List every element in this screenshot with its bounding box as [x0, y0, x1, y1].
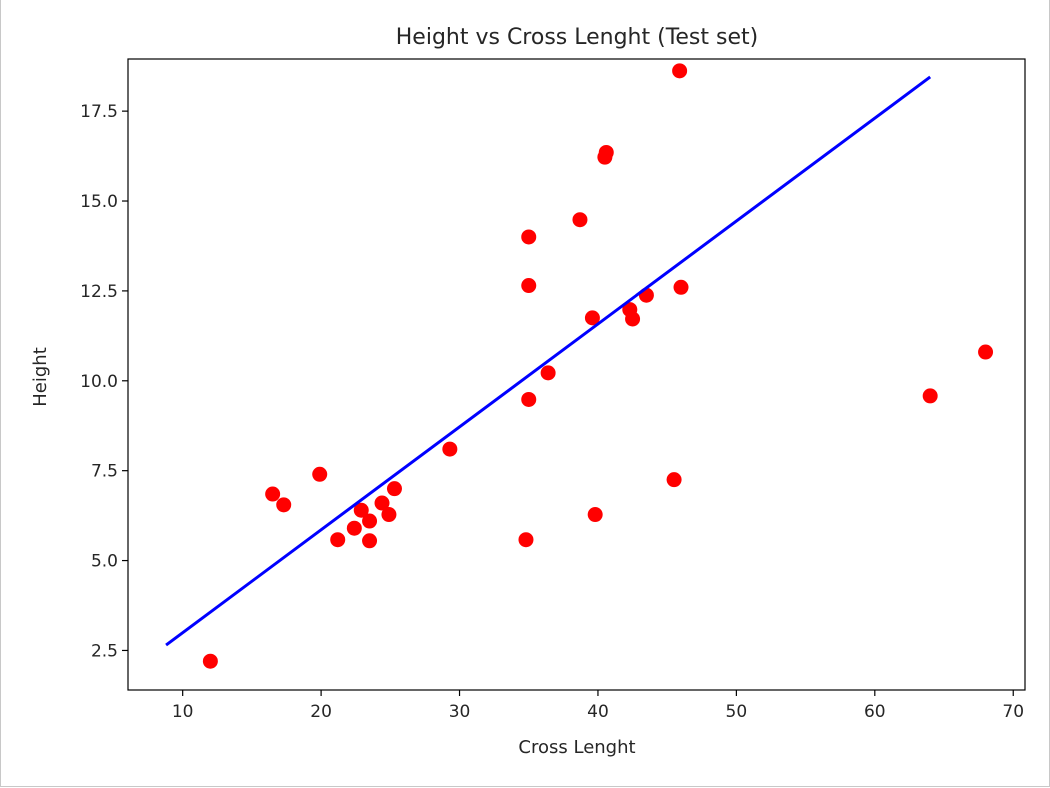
y-tick-label: 17.5	[80, 102, 118, 122]
plot-area	[127, 58, 1026, 691]
data-point	[386, 481, 402, 497]
x-tick-label: 40	[587, 702, 609, 722]
data-point	[442, 441, 458, 457]
data-point	[330, 532, 346, 548]
data-point	[346, 520, 362, 536]
data-point	[518, 532, 534, 548]
data-point	[598, 144, 614, 160]
data-point	[521, 391, 537, 407]
plot-background	[128, 59, 1025, 690]
data-point	[521, 229, 537, 245]
data-point	[978, 344, 994, 360]
x-tick-label: 50	[726, 702, 748, 722]
data-point	[672, 63, 688, 79]
data-point	[638, 287, 654, 303]
y-axis: 2.5 5.0 7.5 10.0 12.5 15.0 17.5	[80, 102, 128, 661]
data-point	[265, 486, 281, 502]
y-tick-label: 15.0	[80, 192, 118, 212]
y-axis-label: Height	[30, 347, 51, 407]
chart-title: Height vs Cross Lenght (Test set)	[396, 25, 758, 50]
data-point	[362, 513, 378, 529]
data-point	[521, 278, 537, 294]
data-point	[587, 507, 603, 523]
data-point	[540, 365, 556, 381]
x-tick-label: 70	[1002, 702, 1024, 722]
regression-line	[165, 75, 932, 647]
data-point	[625, 311, 641, 327]
data-point	[353, 502, 369, 518]
data-point	[381, 507, 397, 523]
data-point	[202, 653, 218, 669]
data-point	[584, 310, 600, 326]
data-point	[276, 497, 292, 513]
data-point	[374, 495, 390, 511]
axes-frame	[127, 58, 1026, 691]
data-point	[572, 212, 588, 228]
x-axis-label: Cross Lenght	[518, 737, 635, 758]
data-point	[362, 533, 378, 549]
x-tick-label: 30	[449, 702, 471, 722]
y-tick-label: 5.0	[91, 552, 118, 572]
y-tick-label: 10.0	[80, 372, 118, 392]
y-tick-label: 7.5	[91, 462, 118, 482]
x-tick-label: 20	[310, 702, 332, 722]
y-tick-label: 12.5	[80, 282, 118, 302]
data-point	[666, 472, 682, 488]
x-tick-label: 10	[172, 702, 194, 722]
y-tick-label: 2.5	[91, 641, 118, 661]
data-point	[312, 466, 328, 482]
data-point	[673, 279, 689, 295]
data-point	[922, 388, 938, 404]
x-axis: 10 20 30 40 50 60 70	[172, 690, 1024, 722]
x-tick-label: 60	[864, 702, 886, 722]
